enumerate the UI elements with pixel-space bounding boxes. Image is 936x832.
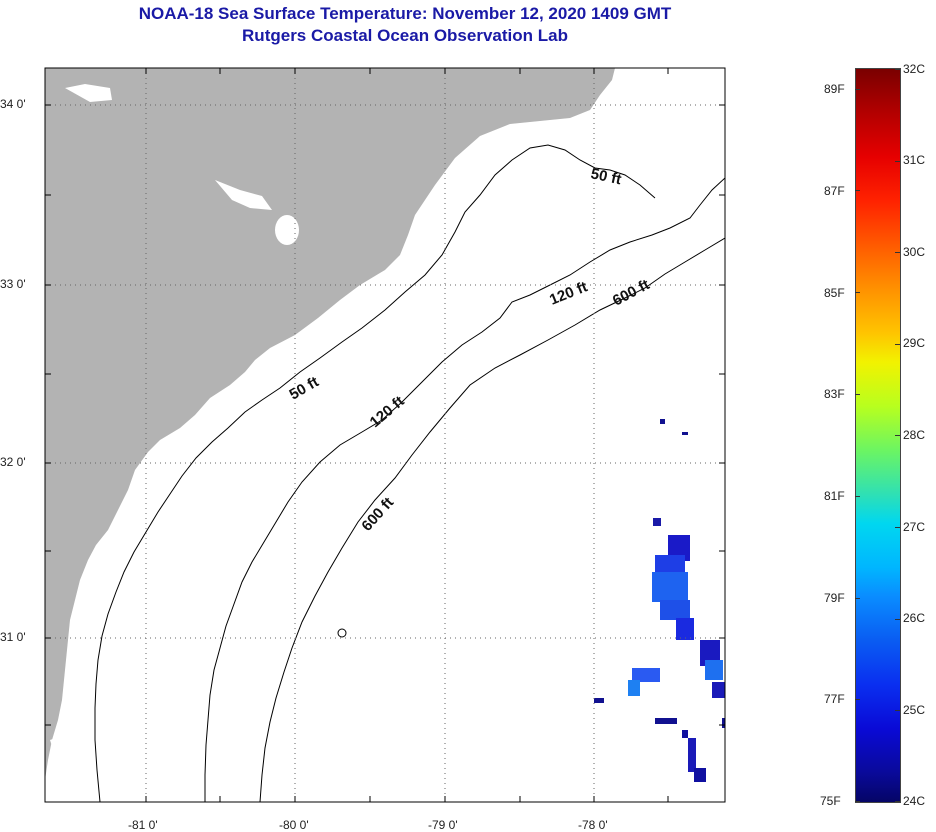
colorbar-tick: [855, 699, 860, 700]
colorbar-f-label: 83F: [824, 387, 845, 401]
colorbar-tick: [895, 710, 900, 711]
colorbar-tick: [855, 89, 860, 90]
colorbar-c-label: 24C: [903, 794, 926, 808]
contour-50ft: [94, 144, 656, 802]
map-frame: [44, 67, 726, 803]
colorbar-c-label: 28C: [903, 428, 926, 442]
colorbar-tick: [855, 292, 860, 293]
colorbar-tick: [895, 344, 900, 345]
map-subtitle: Rutgers Coastal Ocean Observation Lab: [242, 26, 568, 45]
lat-tick-label: 34 0': [0, 97, 26, 111]
contour-600ft: [259, 237, 725, 802]
colorbar-f-label: 81F: [824, 489, 845, 503]
colorbar-tick: [895, 161, 900, 162]
colorbar-c-label: 26C: [903, 611, 926, 625]
bathymetry-feature: [337, 628, 347, 638]
colorbar-f-label: 75F: [820, 794, 841, 808]
inland-lake: [215, 180, 272, 210]
lat-tick-label: 32 0': [0, 455, 26, 469]
lon-tick-label: -79 0': [428, 818, 458, 832]
colorbar-tick: [855, 598, 860, 599]
land-mass: [45, 68, 615, 780]
sst-data-pixels: [594, 419, 725, 782]
gridlines: [45, 68, 725, 802]
inland-lake: [65, 84, 112, 102]
temperature-colorbar: [855, 68, 901, 803]
colorbar-tick: [855, 801, 860, 802]
colorbar-c-label: 30C: [903, 245, 926, 259]
lon-tick-label: -81 0': [128, 818, 158, 832]
colorbar-tick: [895, 435, 900, 436]
colorbar-tick: [895, 252, 900, 253]
inland-lake: [275, 215, 299, 245]
colorbar-c-label: 31C: [903, 153, 926, 167]
depth-label-50ft: 50 ft: [589, 165, 623, 188]
colorbar-f-label: 87F: [824, 184, 845, 198]
colorbar-tick: [895, 801, 900, 802]
inland-lake: [50, 736, 68, 758]
colorbar-tick: [855, 496, 860, 497]
colorbar-tick: [895, 527, 900, 528]
lat-tick-label: 33 0': [0, 277, 26, 291]
colorbar-f-label: 85F: [824, 286, 845, 300]
colorbar-tick: [895, 69, 900, 70]
colorbar-tick: [855, 394, 860, 395]
colorbar-tick: [855, 190, 860, 191]
colorbar-f-label: 89F: [824, 82, 845, 96]
colorbar-f-label: 79F: [824, 591, 845, 605]
colorbar-c-label: 29C: [903, 336, 926, 350]
lon-tick-label: -78 0': [578, 818, 608, 832]
map-title: NOAA-18 Sea Surface Temperature: Novembe…: [138, 4, 672, 23]
lat-tick-label: 31 0': [0, 630, 26, 644]
colorbar-c-label: 27C: [903, 520, 926, 534]
lon-tick-label: -80 0': [279, 818, 309, 832]
colorbar-f-label: 77F: [824, 692, 845, 706]
contour-120ft: [204, 177, 725, 802]
colorbar-tick: [895, 619, 900, 620]
colorbar-c-label: 32C: [903, 62, 926, 76]
colorbar-c-label: 25C: [903, 703, 926, 717]
